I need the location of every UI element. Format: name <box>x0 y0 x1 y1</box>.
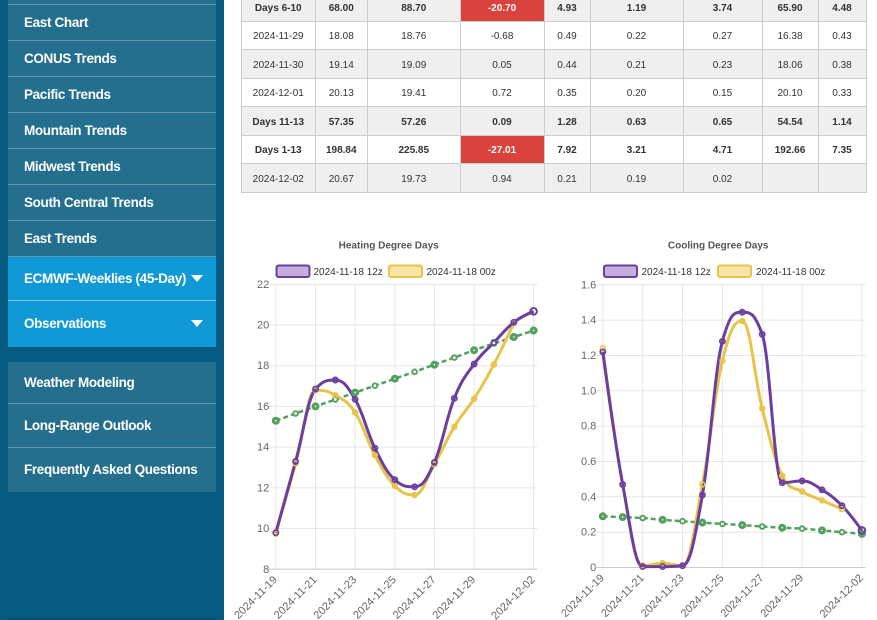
svg-text:0.4: 0.4 <box>581 491 596 503</box>
svg-text:0.6: 0.6 <box>581 456 596 468</box>
svg-text:0.2: 0.2 <box>581 527 596 539</box>
svg-text:2024-11-29: 2024-11-29 <box>759 572 807 620</box>
svg-text:2024-11-18 00z: 2024-11-18 00z <box>427 267 496 278</box>
svg-text:2024-12-02: 2024-12-02 <box>818 572 866 620</box>
svg-text:2024-11-18 12z: 2024-11-18 12z <box>642 267 711 278</box>
svg-text:2024-11-18 12z: 2024-11-18 12z <box>314 267 383 278</box>
svg-text:10: 10 <box>257 523 269 535</box>
svg-text:14: 14 <box>257 442 269 454</box>
svg-text:2024-11-29: 2024-11-29 <box>431 574 479 620</box>
svg-text:18: 18 <box>257 360 269 372</box>
svg-text:2024-12-02: 2024-12-02 <box>489 574 537 620</box>
svg-text:1.4: 1.4 <box>581 315 596 327</box>
svg-text:Cooling Degree Days: Cooling Degree Days <box>668 241 769 252</box>
svg-text:Heating Degree Days: Heating Degree Days <box>339 241 439 252</box>
svg-text:2024-11-18 00z: 2024-11-18 00z <box>756 267 825 278</box>
svg-text:8: 8 <box>263 564 269 576</box>
svg-text:1.2: 1.2 <box>581 350 596 362</box>
svg-text:20: 20 <box>257 320 269 332</box>
svg-text:0.8: 0.8 <box>581 421 596 433</box>
svg-text:0: 0 <box>590 562 596 574</box>
svg-text:22: 22 <box>257 279 269 291</box>
svg-text:12: 12 <box>257 482 269 494</box>
svg-text:1.6: 1.6 <box>581 279 596 291</box>
svg-text:16: 16 <box>257 401 269 413</box>
svg-text:1.0: 1.0 <box>581 385 596 397</box>
